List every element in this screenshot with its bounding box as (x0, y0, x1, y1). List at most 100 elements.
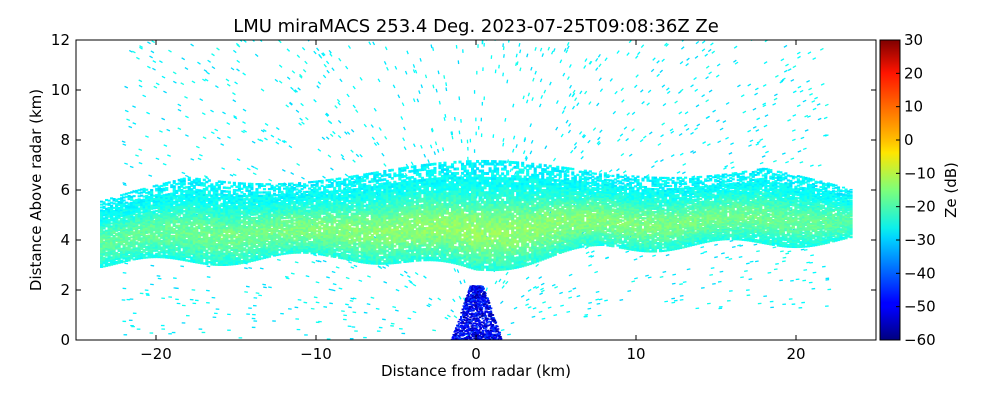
clutter-gate (542, 302, 545, 303)
clutter-gate (762, 156, 765, 157)
clutter-gate (291, 87, 294, 89)
clutter-gate (820, 48, 823, 50)
cloud-gate (208, 179, 211, 181)
clutter-gate (402, 103, 404, 106)
clutter-gate (143, 95, 146, 97)
clutter-gate (279, 81, 282, 83)
clutter-gate (552, 284, 555, 285)
clutter-gate (748, 145, 751, 146)
clutter-gate (326, 137, 329, 139)
clutter-gate (287, 77, 290, 79)
clutter-gate (568, 291, 571, 292)
clutter-gate (502, 286, 504, 289)
clutter-gate (622, 100, 624, 103)
clutter-gate (393, 85, 395, 88)
clutter-gate (486, 288, 487, 291)
clutter-gate (265, 123, 268, 125)
clutter-gate (749, 279, 753, 280)
clutter-gate (345, 174, 348, 176)
clutter-gate (599, 299, 603, 300)
clutter-gate (598, 54, 600, 57)
clutter-gate (404, 147, 406, 150)
clutter-gate (204, 70, 207, 72)
clutter-gate (427, 305, 430, 307)
clutter-gate (573, 288, 576, 289)
clutter-gate (782, 153, 785, 154)
clutter-gate (533, 78, 534, 81)
clutter-gate (705, 54, 708, 56)
clutter-gate (413, 312, 416, 313)
cloud-gate (188, 177, 191, 179)
clutter-gate (153, 61, 156, 63)
clutter-gate (812, 101, 815, 102)
clutter-gate (384, 282, 387, 283)
clutter-gate (552, 51, 553, 54)
clutter-gate (356, 154, 359, 157)
clutter-gate (278, 139, 281, 141)
clutter-gate (181, 83, 184, 85)
clutter-gate (439, 101, 440, 105)
clutter-gate (774, 94, 777, 96)
clutter-gate (709, 275, 713, 276)
clutter-gate (129, 126, 132, 127)
clutter-gate (672, 283, 676, 284)
clutter-gate (203, 137, 206, 139)
clutter-gate (386, 265, 389, 267)
clutter-gate (445, 114, 446, 118)
clutter-gate (775, 264, 779, 265)
clutter-gate (800, 90, 803, 92)
clutter-gate (207, 277, 211, 278)
clutter-gate (511, 323, 514, 324)
clutter-gate (451, 310, 454, 312)
clutter-gate (575, 98, 577, 101)
clutter-gate (348, 46, 350, 49)
clutter-gate (679, 186, 682, 188)
clutter-gate (353, 105, 355, 108)
clutter-gate (133, 123, 136, 124)
clutter-gate (588, 303, 592, 304)
clutter-gate (574, 146, 576, 149)
cloud-gate (298, 182, 301, 184)
clutter-gate (414, 99, 415, 102)
clutter-gate (539, 293, 542, 295)
clutter-gate (548, 307, 551, 308)
clutter-gate (718, 282, 722, 283)
clutter-gate (599, 170, 602, 172)
clutter-gate (571, 150, 573, 153)
clutter-gate (452, 136, 453, 140)
clutter-gate (701, 253, 704, 254)
clutter-gate (640, 140, 643, 142)
clutter-gate (704, 252, 707, 253)
clutter-gate (629, 154, 632, 156)
clutter-gate (369, 42, 371, 45)
clutter-gate (295, 262, 298, 263)
clutter-gate (199, 155, 202, 156)
clutter-gate (569, 64, 571, 67)
clutter-gate (330, 134, 333, 136)
clutter-gate (596, 68, 598, 71)
clutter-gate (374, 143, 376, 146)
clutter-gate (598, 137, 600, 140)
clutter-gate (338, 135, 341, 137)
clutter-gate (562, 110, 564, 113)
clutter-gate (299, 123, 302, 125)
clutter-gate (573, 106, 575, 109)
clutter-gate (323, 176, 326, 178)
clutter-gate (279, 65, 282, 67)
cloud-gate (250, 183, 253, 185)
clutter-gate (568, 297, 571, 298)
cloud-gate (223, 181, 226, 183)
clutter-gate (567, 46, 569, 49)
clutter-gate (548, 47, 549, 50)
clutter-gate (774, 269, 778, 270)
clutter-gate (182, 172, 185, 173)
clutter-gate (217, 48, 220, 50)
clutter-gate (507, 159, 508, 162)
clutter-gate (301, 103, 304, 105)
clutter-gate (818, 165, 821, 166)
clutter-gate (808, 88, 811, 90)
clutter-gate (732, 247, 736, 248)
clutter-gate (252, 141, 255, 143)
clutter-gate (200, 99, 203, 101)
